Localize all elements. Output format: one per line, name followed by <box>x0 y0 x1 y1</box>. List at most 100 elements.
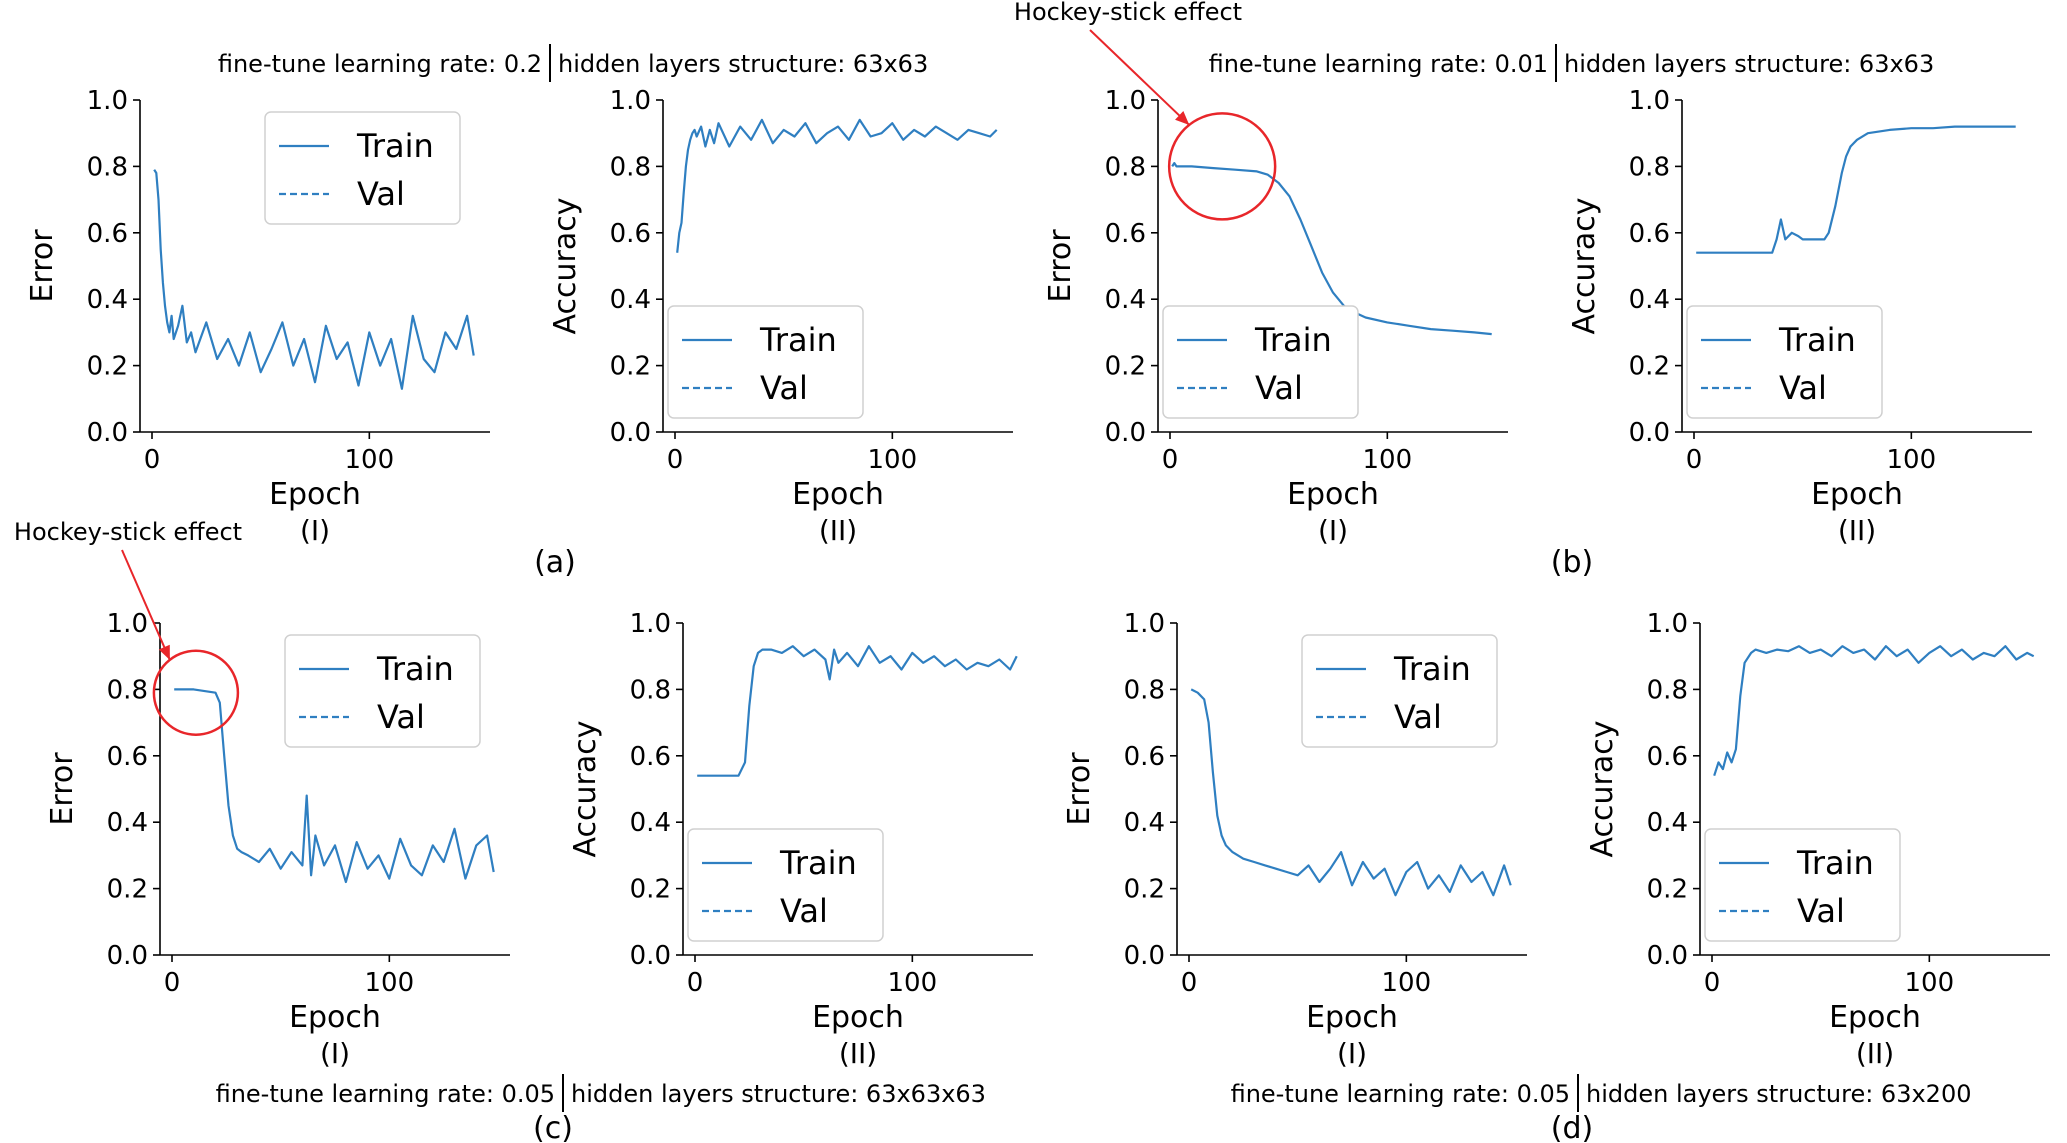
subplot-c-accuracy: 0.0 0.2 0.4 0.6 0.8 1.0 0 100 Accuracy Epoch(II) T… <box>568 609 1033 1070</box>
y-tick-label: 1.0 <box>1105 86 1146 116</box>
y-axis-label: Accuracy <box>568 721 603 858</box>
y-tick-label: 1.0 <box>630 609 671 639</box>
y-tick-label: 0.2 <box>107 875 148 905</box>
legend: Train Val <box>1686 305 1883 419</box>
x-tick-label: 100 <box>888 968 938 998</box>
legend-label-val: Val <box>1797 892 1845 930</box>
panel-caption-layers: hidden layers structure: 63x63 <box>1564 50 1934 78</box>
y-axis-label: Error <box>1043 229 1078 303</box>
y-tick-label: 1.0 <box>87 86 128 116</box>
y-tick-label: 0.4 <box>107 808 148 838</box>
subplot-label: (I) <box>1318 514 1348 547</box>
y-tick-label: 0.8 <box>630 675 671 705</box>
panel-caption-lr: fine-tune learning rate: 0.01 <box>1209 50 1548 78</box>
subplot-label: (II) <box>1856 1037 1894 1070</box>
y-tick-label: 0.8 <box>610 152 651 182</box>
x-axis-label: Epoch <box>1287 477 1379 512</box>
x-axis-label: Epoch <box>792 477 884 512</box>
panel-caption-lr: fine-tune learning rate: 0.05 <box>216 1080 555 1108</box>
panel-c: fine-tune learning rate: 0.05 hidden laye… <box>14 518 1033 1143</box>
y-axis-label: Error <box>1062 752 1097 826</box>
legend-label-val: Val <box>1255 369 1303 407</box>
y-tick-label: 0.2 <box>1647 875 1688 905</box>
y-tick-label: 0.8 <box>107 675 148 705</box>
y-tick-label: 0.8 <box>1629 152 1670 182</box>
subplot-label: (I) <box>300 514 330 547</box>
y-tick-label: 0.0 <box>1124 941 1165 971</box>
panel-label: (a) <box>534 545 576 580</box>
series-line-train <box>1171 162 1492 336</box>
series-line-train <box>676 118 998 253</box>
legend-box <box>1301 634 1498 748</box>
x-tick-label: 100 <box>345 445 395 475</box>
series-line-train <box>1696 125 2016 254</box>
y-tick-label: 0.4 <box>610 285 651 315</box>
subplot-b-accuracy: 0.0 0.2 0.4 0.6 0.8 1.0 0 100 Accuracy Epoch(II) T… <box>1567 86 2032 547</box>
y-tick-label: 0.0 <box>630 941 671 971</box>
x-tick-label: 0 <box>667 445 684 475</box>
series-line-train <box>697 645 1018 777</box>
panel-caption-layers: hidden layers structure: 63x200 <box>1586 1080 1971 1108</box>
legend: Train Val <box>264 111 461 225</box>
legend-label-train: Train <box>1254 321 1332 359</box>
panel-a: fine-tune learning rate: 0.2 hidden layer… <box>25 44 1013 580</box>
legend: Train Val <box>687 828 884 942</box>
legend-label-val: Val <box>1779 369 1827 407</box>
legend-label-val: Val <box>1394 698 1442 736</box>
y-axis-label: Accuracy <box>1585 721 1620 858</box>
panel-caption-lr: fine-tune learning rate: 0.05 <box>1231 1080 1570 1108</box>
y-tick-label: 0.6 <box>87 219 128 249</box>
y-axis-label: Error <box>25 229 60 303</box>
legend-label-val: Val <box>377 698 425 736</box>
x-tick-label: 0 <box>1686 445 1703 475</box>
annotation-arrow-line <box>1089 29 1190 126</box>
annotation-text: Hockey-stick effect <box>14 518 242 546</box>
x-axis-label: Epoch <box>1829 1000 1921 1035</box>
subplot-d-accuracy: 0.0 0.2 0.4 0.6 0.8 1.0 0 100 Accuracy Epoch(II) T… <box>1585 609 2050 1070</box>
x-tick-label: 0 <box>1704 968 1721 998</box>
hockey-stick-circle <box>1167 112 1277 221</box>
x-axis-label: Epoch <box>1811 477 1903 512</box>
legend-label-train: Train <box>376 650 454 688</box>
y-tick-label: 0.0 <box>107 941 148 971</box>
annotation-text: Hockey-stick effect <box>1014 0 1242 26</box>
series-line-train <box>174 688 495 884</box>
y-tick-label: 0.2 <box>1629 352 1670 382</box>
panel-label: (c) <box>533 1111 573 1143</box>
y-axis-label: Accuracy <box>1567 198 1602 335</box>
subplot-a-error: 0.0 0.2 0.4 0.6 0.8 1.0 0 100 Error Epoch(I) Train… <box>25 86 490 547</box>
y-tick-label: 0.2 <box>610 352 651 382</box>
y-tick-label: 0.0 <box>610 418 651 448</box>
y-tick-label: 0.2 <box>1124 875 1165 905</box>
annotation-arrow-head <box>158 644 170 660</box>
y-tick-label: 0.0 <box>1647 941 1688 971</box>
subplot-a-accuracy: 0.0 0.2 0.4 0.6 0.8 1.0 0 100 Accuracy Epoch(II) T… <box>548 86 1013 547</box>
legend: Train Val <box>1704 828 1901 942</box>
x-axis-label: Epoch <box>812 1000 904 1035</box>
series-line-train <box>1713 645 2035 777</box>
y-tick-label: 0.6 <box>1105 219 1146 249</box>
legend-box <box>1162 305 1359 419</box>
annotation-arrow-head <box>1175 111 1190 126</box>
subplot-b-error: 0.0 0.2 0.4 0.6 0.8 1.0 0 100 Error Epoch(I) Train… <box>1014 0 1508 547</box>
y-tick-label: 0.4 <box>1629 285 1670 315</box>
legend-label-val: Val <box>357 175 405 213</box>
legend-label-train: Train <box>1778 321 1856 359</box>
y-tick-label: 0.6 <box>610 219 651 249</box>
x-axis-label: Epoch <box>269 477 361 512</box>
series-line-train <box>153 169 475 390</box>
legend-label-train: Train <box>356 127 434 165</box>
annotation-arrow-line <box>121 549 171 661</box>
panel-caption-layers: hidden layers structure: 63x63 <box>558 50 928 78</box>
legend-box <box>264 111 461 225</box>
legend: Train Val <box>1301 634 1498 748</box>
panel-label: (d) <box>1551 1111 1593 1143</box>
y-tick-label: 0.0 <box>87 418 128 448</box>
x-tick-label: 0 <box>1162 445 1179 475</box>
legend-box <box>284 634 481 748</box>
x-tick-label: 0 <box>1181 968 1198 998</box>
y-tick-label: 0.8 <box>1105 152 1146 182</box>
x-tick-label: 0 <box>164 968 181 998</box>
y-tick-label: 0.4 <box>1124 808 1165 838</box>
